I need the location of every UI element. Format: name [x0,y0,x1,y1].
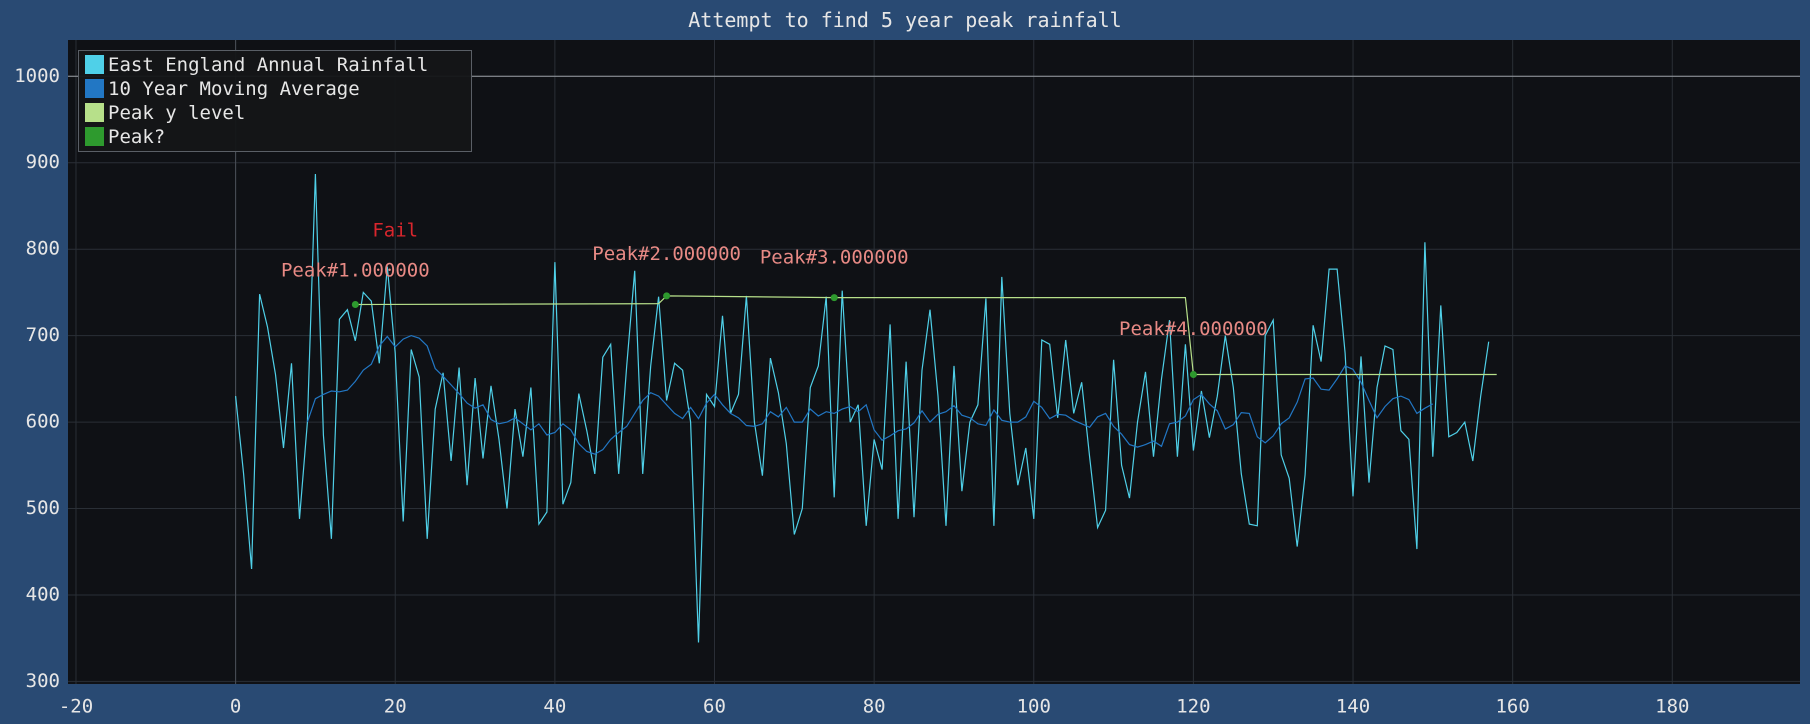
x-tick-label: 0 [230,696,241,718]
y-tick-label: 900 [26,151,60,173]
x-tick-label: 80 [863,696,886,718]
legend-item-peak[interactable]: Peak? [85,126,165,148]
legend-swatch-peak-level [85,103,104,122]
x-tick-label: 140 [1336,696,1370,718]
y-tick-label: 700 [26,324,60,346]
x-tick-label: 120 [1176,696,1210,718]
x-tick-label: 40 [543,696,566,718]
y-tick-label: 800 [26,238,60,260]
y-axis-ticks: 300 400 500 600 700 800 900 1000 [14,65,60,692]
peak-annotation: Peak#4.000000 [1119,318,1268,340]
annotations: Peak#1.000000 Peak#2.000000 Peak#3.000000 P… [281,220,1268,341]
legend-item-rainfall[interactable]: East England Annual Rainfall [85,54,428,76]
x-tick-label: -20 [59,696,93,718]
peak-marker [663,292,671,300]
x-axis-ticks: -20 0 20 40 60 80 100 120 140 160 180 [59,696,1690,718]
peak-marker [351,301,359,309]
peak-annotation: Peak#3.000000 [760,246,909,268]
window-title: Attempt to find 5 year peak rainfall [0,0,1810,40]
10-year-moving-average-line [306,334,1434,455]
fail-annotation: Fail [372,220,418,242]
x-tick-label: 60 [703,696,726,718]
x-tick-label: 20 [384,696,407,718]
y-tick-label: 500 [26,497,60,519]
y-tick-label: 600 [26,411,60,433]
legend-label: Peak? [108,126,166,148]
peak-markers [351,292,1197,379]
legend-label: 10 Year Moving Average [108,78,360,100]
legend-swatch-moving-average [85,79,104,98]
legend-swatch-peak [85,127,104,146]
legend-item-moving-average[interactable]: 10 Year Moving Average [85,78,360,100]
y-tick-label: 1000 [14,65,60,87]
peak-annotation: Peak#1.000000 [281,259,430,281]
x-tick-label: 100 [1017,696,1051,718]
chart-legend[interactable]: East England Annual Rainfall 10 Year Mov… [78,50,472,152]
peak-annotation: Peak#2.000000 [592,243,741,265]
peak-marker [1189,371,1197,379]
legend-swatch-rainfall [85,55,104,74]
legend-label: East England Annual Rainfall [108,54,429,76]
y-tick-label: 400 [26,583,60,605]
legend-item-peak-level[interactable]: Peak y level [85,102,245,124]
east-england-annual-rainfall-line [235,173,1490,643]
peak-marker [830,294,838,302]
legend-label: Peak y level [108,102,246,124]
x-tick-label: 180 [1655,696,1689,718]
y-tick-label: 300 [26,670,60,692]
x-tick-label: 160 [1495,696,1529,718]
